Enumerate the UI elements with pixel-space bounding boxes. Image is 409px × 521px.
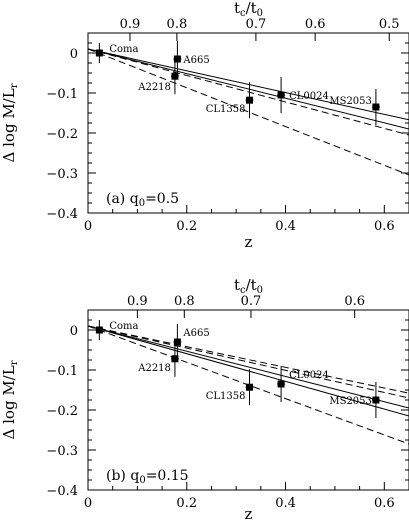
point-label-ms2053: MS2053 <box>329 396 372 407</box>
y-tick-label: −0.3 <box>46 167 78 182</box>
model-line-solid <box>88 48 409 121</box>
top-axis-title: tc/t0 <box>234 0 263 19</box>
x-tick-label: 0.6 <box>374 496 395 511</box>
x-tick-label: 0.6 <box>374 219 395 234</box>
x-tick-label: 0.4 <box>275 219 296 234</box>
point-label-cl0024: CL0024 <box>289 91 329 102</box>
data-point-cl0024 <box>277 380 285 388</box>
y-tick-label: −0.1 <box>46 364 78 379</box>
point-label-coma: Coma <box>109 44 138 55</box>
point-label-a665: A665 <box>182 328 209 339</box>
y-tick-label: 0 <box>70 324 78 339</box>
model-line-solid <box>88 48 409 130</box>
y-axis-title: Δ log M/Lr <box>0 83 20 162</box>
x-axis-title: z <box>245 505 253 521</box>
model-line-solid <box>88 325 409 409</box>
y-tick-label: −0.3 <box>46 444 78 459</box>
data-point-ms2053 <box>372 396 380 404</box>
y-axis-title: Δ log M/Lr <box>0 360 20 439</box>
data-point-coma <box>95 49 103 57</box>
y-tick-label: −0.1 <box>46 87 78 102</box>
y-tick-label: −0.4 <box>46 484 78 499</box>
data-point-cl0024 <box>277 91 285 99</box>
x-tick-label: 0 <box>84 219 92 234</box>
x-axis-title: z <box>245 233 253 251</box>
top-tick-label: 0.7 <box>246 17 267 32</box>
panel-a: 0 0.2 0.4 0.6 0 −0.1 −0.2 −0.3 −0.4 0.9 0.8 0.7 0.6 0… <box>0 0 409 251</box>
data-point-a665 <box>173 55 181 63</box>
data-point-a2218 <box>171 355 179 363</box>
point-label-a665: A665 <box>182 55 209 66</box>
panel-label: (a) q0=0.5 <box>106 191 179 209</box>
y-tick-label: −0.2 <box>46 127 78 142</box>
point-label-ms2053: MS2053 <box>329 96 372 107</box>
point-label-cl1358: CL1358 <box>206 104 246 115</box>
top-tick-label: 0.6 <box>344 294 365 309</box>
data-point-a2218 <box>171 72 179 80</box>
y-tick-label: −0.2 <box>46 404 78 419</box>
panel-label: (b) q0=0.15 <box>106 468 189 486</box>
top-tick-label: 0.8 <box>167 17 188 32</box>
y-tick-label: 0 <box>70 47 78 62</box>
point-label-coma: Coma <box>109 321 138 332</box>
top-tick-label: 0.7 <box>241 294 262 309</box>
x-tick-label: 0.2 <box>176 219 197 234</box>
top-tick-label: 0.9 <box>127 294 148 309</box>
panel-b: 0 0.2 0.4 0.6 0 −0.1 −0.2 −0.3 −0.4 0.9 0.8 0.7 0.6 t… <box>0 276 409 521</box>
x-tick-label: 0.4 <box>275 496 296 511</box>
point-label-cl1358: CL1358 <box>206 391 246 402</box>
data-point-ms2053 <box>372 103 380 111</box>
point-label-cl0024: CL0024 <box>289 370 329 381</box>
model-line-dashed <box>88 325 409 394</box>
data-point-a665 <box>173 338 181 346</box>
data-point-cl1358 <box>245 96 253 104</box>
model-line-dashed <box>88 48 409 176</box>
x-tick-label: 0.2 <box>176 496 197 511</box>
top-tick-label: 0.5 <box>379 17 400 32</box>
top-tick-label: 0.9 <box>120 17 141 32</box>
model-line-solid <box>88 325 409 417</box>
x-tick-label: 0 <box>84 496 92 511</box>
top-tick-label: 0.8 <box>174 294 195 309</box>
point-label-a2218: A2218 <box>137 363 171 374</box>
top-axis-title: tc/t0 <box>234 276 263 296</box>
y-tick-label: −0.4 <box>46 207 78 222</box>
model-line-dashed <box>88 48 409 136</box>
data-point-coma <box>95 326 103 334</box>
data-point-cl1358 <box>245 383 253 391</box>
point-label-a2218: A2218 <box>137 82 171 93</box>
top-tick-label: 0.6 <box>305 17 326 32</box>
